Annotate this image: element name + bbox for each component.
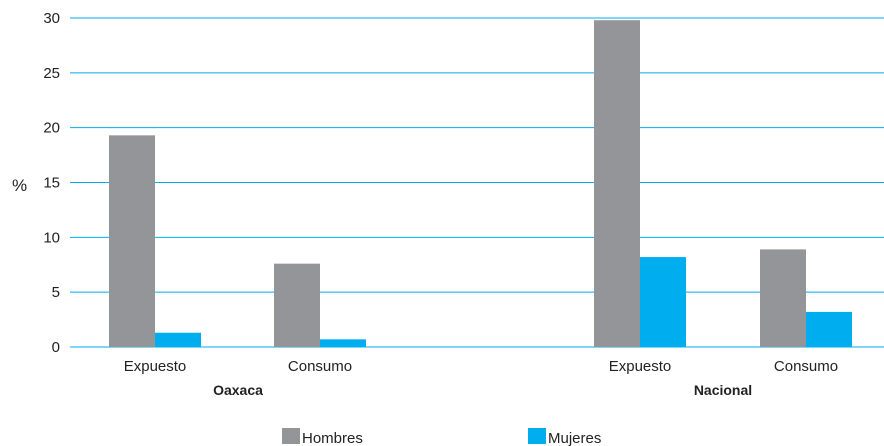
- y-tick-label: 20: [43, 120, 60, 137]
- bar-hombres-oaxaca-consumo: [274, 263, 320, 347]
- category-label: Consumo: [774, 358, 838, 375]
- y-tick-label: 15: [43, 175, 60, 192]
- legend-label-hombres: Hombres: [302, 430, 363, 446]
- y-tick-label: 0: [52, 339, 60, 356]
- category-label: Expuesto: [609, 358, 672, 375]
- legend-swatch-mujeres: [528, 428, 546, 444]
- y-axis-ticks: 0 5 10 15 20 25 30: [43, 10, 60, 356]
- group-label: Nacional: [694, 382, 752, 398]
- bars: [109, 20, 852, 348]
- y-tick-label: 10: [43, 229, 60, 246]
- y-tick-label: 5: [52, 284, 60, 301]
- y-axis-label: %: [12, 176, 27, 195]
- category-labels: Expuesto Consumo Expuesto Consumo: [124, 358, 838, 375]
- legend-label-mujeres: Mujeres: [548, 430, 601, 446]
- gridlines: [70, 17, 884, 348]
- bar-mujeres-nacional-expuesto: [640, 257, 686, 347]
- legend: Hombres Mujeres: [282, 428, 601, 446]
- y-tick-label: 25: [43, 65, 60, 82]
- bar-mujeres-oaxaca-consumo: [320, 339, 366, 347]
- category-label: Expuesto: [124, 358, 187, 375]
- bar-mujeres-nacional-consumo: [806, 311, 852, 347]
- y-tick-label: 30: [43, 10, 60, 27]
- category-label: Consumo: [288, 358, 352, 375]
- group-label: Oaxaca: [213, 382, 263, 398]
- group-labels: Oaxaca Nacional: [213, 382, 752, 398]
- bar-mujeres-oaxaca-expuesto: [155, 332, 201, 347]
- bar-hombres-oaxaca-expuesto: [109, 135, 155, 347]
- legend-swatch-hombres: [282, 428, 300, 444]
- bar-hombres-nacional-consumo: [760, 249, 806, 347]
- bar-hombres-nacional-expuesto: [594, 20, 640, 348]
